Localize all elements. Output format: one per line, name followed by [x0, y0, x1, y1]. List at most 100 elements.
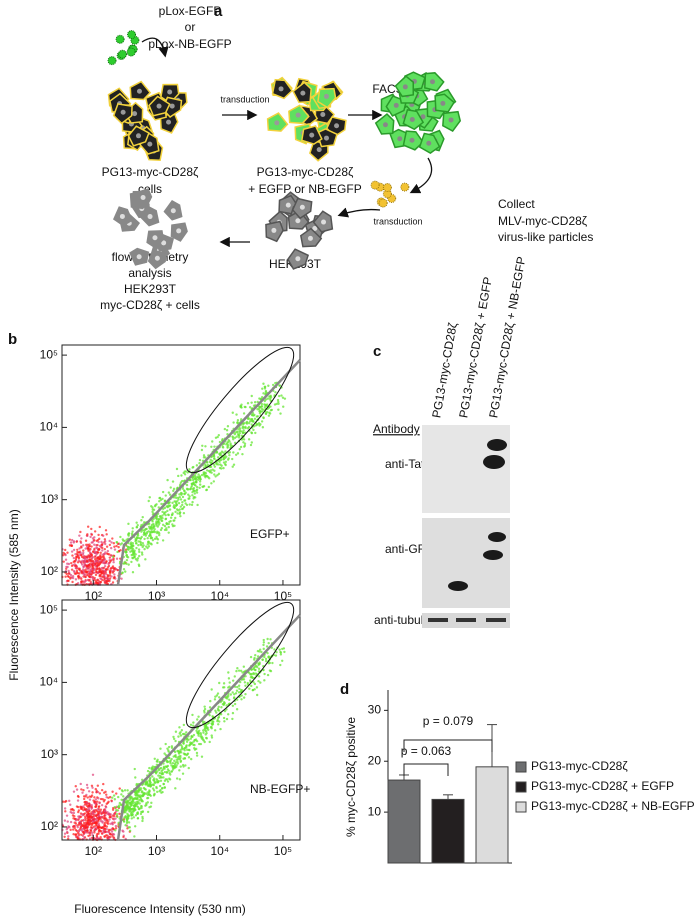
event-dot	[242, 429, 244, 431]
event-dot	[155, 786, 157, 788]
event-dot	[115, 825, 117, 827]
event-dot	[181, 729, 183, 731]
event-dot	[174, 787, 176, 789]
event-dot	[110, 560, 112, 562]
event-dot	[161, 498, 163, 500]
event-dot	[113, 568, 115, 570]
event-dot	[104, 553, 106, 555]
event-dot	[227, 458, 229, 460]
event-dot	[247, 682, 249, 684]
event-dot	[64, 810, 66, 812]
event-dot	[202, 485, 204, 487]
event-dot	[194, 478, 196, 480]
event-dot	[154, 538, 156, 540]
event-dot	[87, 526, 89, 528]
event-dot	[129, 550, 131, 552]
event-dot	[134, 809, 136, 811]
event-dot	[114, 798, 116, 800]
event-dot	[145, 804, 147, 806]
event-dot	[82, 544, 84, 546]
event-dot	[180, 492, 182, 494]
event-dot	[178, 769, 180, 771]
event-dot	[278, 648, 280, 650]
event-dot	[64, 819, 66, 821]
event-dot	[176, 777, 178, 779]
event-dot	[195, 481, 197, 483]
event-dot	[209, 461, 211, 463]
event-dot	[244, 685, 246, 687]
event-dot	[189, 744, 191, 746]
event-dot	[95, 574, 97, 576]
event-dot	[94, 530, 96, 532]
event-dot	[209, 706, 211, 708]
event-dot	[205, 489, 207, 491]
event-dot	[262, 426, 264, 428]
event-dot	[105, 793, 107, 795]
event-dot	[93, 572, 95, 574]
y-axis-label: % myc-CD28ζ positive	[344, 717, 358, 837]
event-dot	[162, 783, 164, 785]
event-dot	[223, 682, 225, 684]
event-dot	[137, 557, 139, 559]
event-dot	[278, 395, 280, 397]
event-dot	[179, 778, 181, 780]
event-dot	[250, 685, 252, 687]
event-dot	[111, 797, 113, 799]
event-dot	[263, 648, 265, 650]
event-dot	[146, 791, 148, 793]
event-dot	[136, 559, 138, 561]
event-dot	[242, 432, 244, 434]
event-dot	[172, 736, 174, 738]
event-dot	[213, 470, 215, 472]
event-dot	[91, 824, 93, 826]
plasmid: or	[185, 20, 196, 34]
y-tick-label: 10⁵	[40, 347, 58, 361]
annotation: p = 0.079	[423, 714, 474, 728]
event-dot	[93, 548, 95, 550]
event-dot	[104, 548, 106, 550]
event-dot	[100, 827, 102, 829]
event-dot	[129, 801, 131, 803]
event-dot	[77, 572, 79, 574]
y-tick-label: 30	[368, 703, 382, 717]
event-dot	[257, 415, 259, 417]
event-dot	[150, 805, 152, 807]
event-dot	[151, 775, 153, 777]
event-dot	[243, 412, 245, 414]
event-dot	[168, 531, 170, 533]
nucleus	[308, 236, 313, 241]
event-dot	[64, 833, 66, 835]
event-dot	[184, 502, 186, 504]
event-dot	[107, 797, 109, 799]
event-dot	[76, 788, 78, 790]
event-dot	[160, 503, 162, 505]
event-dot	[128, 810, 130, 812]
event-dot	[96, 813, 98, 815]
nucleus	[410, 117, 415, 122]
event-dot	[138, 808, 140, 810]
event-dot	[102, 555, 104, 557]
event-dot	[87, 554, 89, 556]
event-dot	[116, 558, 118, 560]
event-dot	[172, 480, 174, 482]
event-dot	[191, 736, 193, 738]
event-dot	[232, 451, 234, 453]
event-dot	[173, 506, 175, 508]
x-tick-label: 10⁴	[210, 844, 229, 858]
event-dot	[201, 756, 203, 758]
event-dot	[177, 750, 179, 752]
event-dot	[214, 710, 216, 712]
event-dot	[241, 453, 243, 455]
event-dot	[183, 512, 185, 514]
event-dot	[249, 406, 251, 408]
event-dot	[262, 416, 264, 418]
event-dot	[228, 699, 230, 701]
event-dot	[116, 813, 118, 815]
event-dot	[138, 565, 140, 567]
event-dot	[150, 525, 152, 527]
event-dot	[109, 577, 111, 579]
event-dot	[99, 555, 101, 557]
nucleus	[295, 218, 300, 223]
event-dot	[161, 769, 163, 771]
